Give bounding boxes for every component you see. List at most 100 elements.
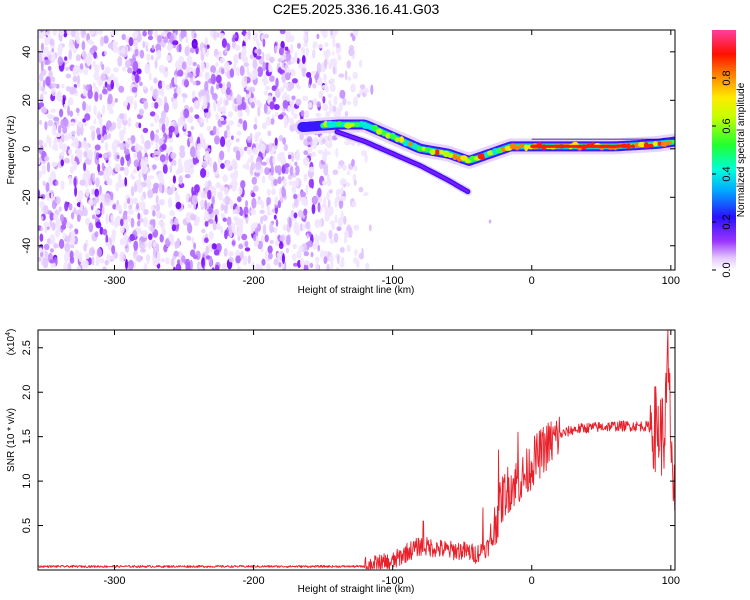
spectrogram-noise-blob — [153, 150, 157, 156]
spectrogram-noise-blob — [294, 161, 298, 166]
spectrogram-noise-blob — [235, 66, 240, 77]
spectrogram-noise-blob — [344, 230, 349, 238]
spectrogram-noise-blob — [218, 191, 223, 201]
spectrogram-noise-blob — [322, 103, 329, 112]
spectrogram-noise-blob — [282, 178, 287, 188]
spectrogram-noise-blob — [127, 117, 132, 128]
spectrogram-noise-blob — [79, 63, 84, 70]
spectrogram-noise-blob — [76, 126, 81, 137]
spectrogram-noise-blob — [289, 43, 294, 55]
spectrogram-noise-blob — [166, 54, 171, 62]
spectrogram-noise-blob — [142, 165, 149, 175]
spectrogram-noise-blob — [322, 30, 328, 39]
spectrogram-noise-blob — [278, 262, 282, 268]
spectrogram-noise-blob — [332, 37, 336, 48]
spectrogram-noise-blob — [87, 89, 93, 99]
spectrogram-noise-blob — [140, 200, 146, 212]
spectrogram-noise-blob — [231, 135, 234, 140]
spectrogram-noise-blob — [155, 150, 161, 156]
spectrogram-noise-blob — [45, 59, 51, 65]
spectrogram-noise-blob — [100, 36, 104, 47]
spectrogram-noise-blob — [94, 231, 99, 238]
spectrogram-noise-blob — [156, 243, 160, 254]
spectrogram-noise-blob — [354, 249, 358, 256]
spectrogram-noise-blob — [169, 165, 173, 173]
spectrogram-noise-blob — [143, 100, 149, 110]
spectrogram-noise-blob — [150, 122, 155, 128]
spectrogram-noise-blob — [161, 122, 166, 134]
spectrogram-noise-blob — [82, 101, 86, 111]
spectrogram-noise-blob — [301, 195, 307, 206]
spectrogram-noise-blob — [289, 99, 295, 106]
spectrogram-noise-blob — [220, 163, 225, 169]
spectrogram-noise-blob — [87, 39, 93, 44]
spectrogram-noise-blob — [257, 48, 262, 56]
spectrogram-noise-blob — [332, 169, 339, 175]
spectrogram-noise-blob — [309, 262, 314, 268]
spectrogram-noise-blob — [229, 251, 234, 257]
spectrogram-noise-blob — [49, 38, 55, 46]
spectrogram-noise-blob — [119, 130, 123, 138]
spectrogram-noise-blob — [119, 237, 124, 246]
spectrogram-noise-blob — [256, 131, 261, 136]
spectrogram-noise-blob — [287, 174, 293, 180]
spectrogram-noise-blob — [94, 209, 101, 215]
spectrogram-noise-blob — [155, 140, 159, 150]
spectrogram-noise-blob — [178, 43, 182, 53]
x-tick-label: -300 — [103, 575, 125, 587]
spectrogram-noise-blob — [165, 148, 171, 155]
spectrogram-noise-blob — [235, 150, 241, 161]
spectrogram-noise-blob — [308, 101, 313, 109]
spectrogram-noise-blob — [252, 185, 259, 192]
spectrogram-noise-blob — [358, 252, 364, 260]
spectrogram-noise-blob — [207, 189, 212, 200]
spectrogram-noise-blob — [146, 179, 152, 190]
colorbar-tick-label: 0.6 — [721, 118, 733, 133]
spectrogram-noise-blob — [121, 47, 126, 55]
spectrogram-noise-blob — [275, 77, 279, 88]
signal-blob — [381, 131, 386, 137]
spectrogram-noise-blob — [80, 125, 84, 136]
y-tick-label: 0.5 — [21, 518, 33, 533]
spectrogram-noise-blob — [192, 61, 197, 67]
spectrogram-noise-blob — [305, 47, 309, 57]
spectrogram-noise-blob — [347, 170, 351, 176]
spectrogram-noise-blob — [274, 196, 279, 206]
spectrogram-noise-blob — [295, 98, 302, 106]
spectrogram-noise-blob — [203, 215, 210, 222]
spectrogram-noise-blob — [329, 238, 335, 244]
spectrogram-noise-blob — [353, 224, 360, 231]
spectrogram-noise-blob — [143, 216, 148, 228]
spectrogram-noise-blob — [124, 113, 127, 122]
spectrogram-noise-blob — [346, 60, 351, 69]
spectrogram-noise-blob — [159, 154, 166, 163]
spectrogram-noise-blob — [55, 180, 59, 186]
spectrogram-noise-blob — [134, 143, 141, 152]
spectrogram-noise-blob — [176, 86, 182, 96]
signal-blob — [447, 153, 454, 159]
spectrogram-noise-blob — [46, 238, 51, 244]
spectrogram-noise-blob — [132, 197, 138, 205]
spectrogram-noise-blob — [118, 85, 125, 93]
spectrogram-noise-blob — [299, 223, 304, 232]
spectrogram-noise-blob — [129, 197, 134, 207]
spectrogram-noise-blob — [120, 218, 124, 227]
spectrogram-noise-blob — [323, 232, 327, 241]
spectrogram-noise-blob — [157, 89, 164, 95]
x-tick-label: 100 — [662, 575, 680, 587]
spectrogram-noise-blob — [124, 148, 130, 155]
spectrogram-noise-blob — [218, 83, 223, 89]
signal-blob — [336, 121, 343, 127]
signal-blob — [331, 121, 339, 127]
spectrogram-noise-blob — [275, 238, 279, 247]
spectrogram-noise-blob — [336, 188, 342, 195]
spectrogram-noise-blob — [259, 102, 263, 109]
spectrogram-noise-blob — [112, 146, 116, 155]
spectrogram-noise-blob — [71, 86, 77, 94]
spectrogram-noise-blob — [44, 37, 50, 46]
spectrogram-noise-blob — [77, 189, 84, 201]
spectrogram-noise-blob — [83, 243, 87, 252]
spectrogram-noise-blob — [64, 201, 69, 212]
spectrogram-noise-blob — [51, 124, 57, 136]
spectrogram-noise-blob — [159, 64, 165, 73]
